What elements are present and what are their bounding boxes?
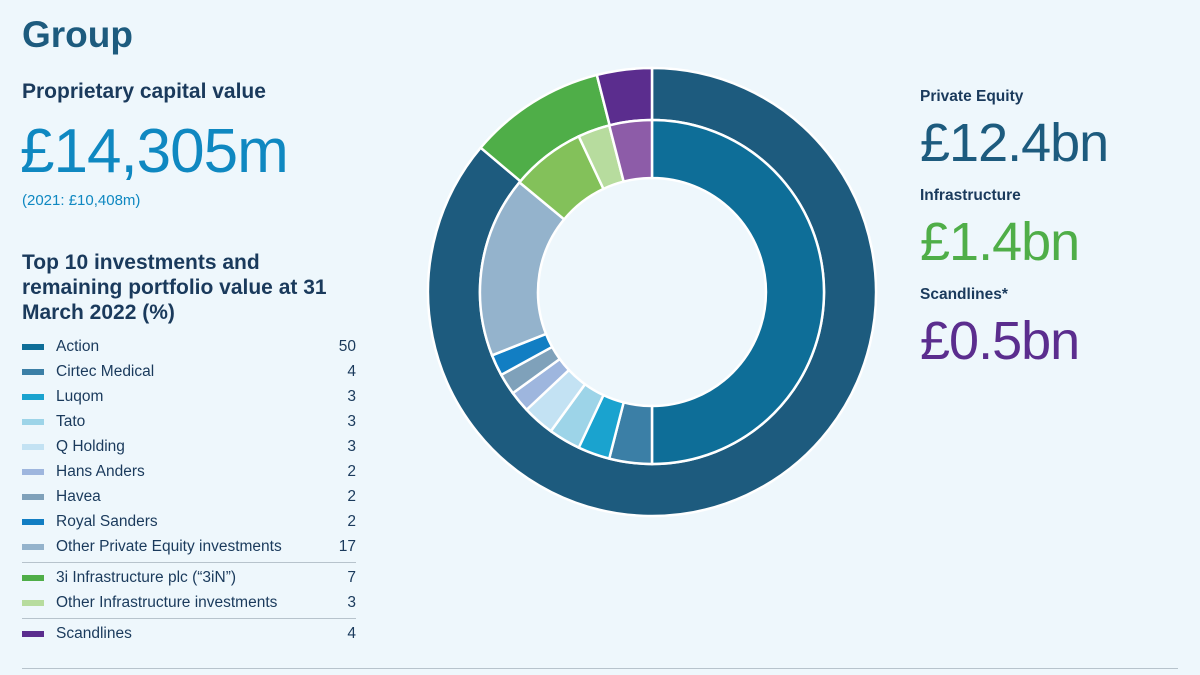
legend-label: Cirtec Medical bbox=[56, 362, 155, 380]
legend-value: 2 bbox=[347, 512, 356, 530]
legend-swatch bbox=[22, 574, 44, 581]
legend-value: 2 bbox=[347, 487, 356, 505]
legend-item-q-holding: Q Holding 3 bbox=[22, 434, 356, 459]
legend-value: 3 bbox=[347, 412, 356, 430]
legend-label: Other Infrastructure investments bbox=[56, 593, 278, 611]
legend-value: 3 bbox=[347, 437, 356, 455]
infrastructure-value: £1.4bn bbox=[920, 212, 1080, 272]
scandlines-label: Scandlines* bbox=[920, 286, 1008, 303]
legend-swatch bbox=[22, 418, 44, 425]
legend-label: Hans Anders bbox=[56, 462, 145, 480]
chart-legend: Action 50 Cirtec Medical 4 Luqom 3 Tato 3 Q Hold… bbox=[22, 334, 356, 646]
legend-value: 4 bbox=[347, 624, 356, 642]
legend-item-cirtec-medical: Cirtec Medical 4 bbox=[22, 359, 356, 384]
private-equity-value: £12.4bn bbox=[920, 113, 1109, 173]
legend-swatch bbox=[22, 518, 44, 525]
legend-swatch bbox=[22, 630, 44, 637]
legend-swatch bbox=[22, 368, 44, 375]
legend-value: 4 bbox=[347, 362, 356, 380]
legend-value: 2 bbox=[347, 462, 356, 480]
legend-swatch bbox=[22, 343, 44, 350]
legend-item-tato: Tato 3 bbox=[22, 409, 356, 434]
footer-divider bbox=[22, 668, 1178, 669]
legend-item-luqom: Luqom 3 bbox=[22, 384, 356, 409]
legend-item-other-infrastructure-investments: Other Infrastructure investments 3 bbox=[22, 590, 356, 615]
scandlines-value: £0.5bn bbox=[920, 311, 1080, 371]
legend-item-scandlines: Scandlines 4 bbox=[22, 618, 356, 646]
legend-swatch bbox=[22, 443, 44, 450]
legend-item-other-private-equity-investments: Other Private Equity investments 17 bbox=[22, 534, 356, 559]
legend-swatch bbox=[22, 468, 44, 475]
proprietary-capital-label: Proprietary capital value bbox=[22, 80, 266, 103]
legend-label: 3i Infrastructure plc (“3iN”) bbox=[56, 568, 237, 586]
legend-swatch bbox=[22, 543, 44, 550]
legend-label: Tato bbox=[56, 412, 86, 430]
private-equity-label: Private Equity bbox=[920, 88, 1024, 105]
legend-item-hans-anders: Hans Anders 2 bbox=[22, 459, 356, 484]
legend-label: Other Private Equity investments bbox=[56, 537, 282, 555]
proprietary-capital-prior-year: (2021: £10,408m) bbox=[22, 192, 141, 209]
infrastructure-label: Infrastructure bbox=[920, 187, 1021, 204]
legend-label: Scandlines bbox=[56, 624, 132, 642]
page-title: Group bbox=[22, 14, 133, 55]
legend-value: 17 bbox=[338, 537, 356, 555]
legend-item-havea: Havea 2 bbox=[22, 484, 356, 509]
legend-value: 7 bbox=[347, 568, 356, 586]
legend-value: 3 bbox=[347, 387, 356, 405]
legend-heading: Top 10 investments and remaining portfol… bbox=[22, 251, 327, 324]
legend-item-royal-sanders: Royal Sanders 2 bbox=[22, 509, 356, 534]
legend-swatch bbox=[22, 493, 44, 500]
legend-value: 3 bbox=[347, 593, 356, 611]
legend-swatch bbox=[22, 599, 44, 606]
proprietary-capital-value: £14,305m bbox=[20, 117, 289, 186]
legend-item-3i-infrastructure-plc-3in: 3i Infrastructure plc (“3iN”) 7 bbox=[22, 562, 356, 590]
portfolio-donut-chart bbox=[426, 66, 878, 518]
legend-swatch bbox=[22, 393, 44, 400]
legend-item-action: Action 50 bbox=[22, 334, 356, 359]
legend-label: Royal Sanders bbox=[56, 512, 158, 530]
inner-slice-action bbox=[650, 118, 826, 466]
legend-label: Q Holding bbox=[56, 437, 125, 455]
legend-label: Havea bbox=[56, 487, 101, 505]
legend-value: 50 bbox=[338, 337, 356, 355]
inner-slice-scandlines bbox=[607, 118, 654, 184]
legend-label: Action bbox=[56, 337, 100, 355]
legend-label: Luqom bbox=[56, 387, 104, 405]
